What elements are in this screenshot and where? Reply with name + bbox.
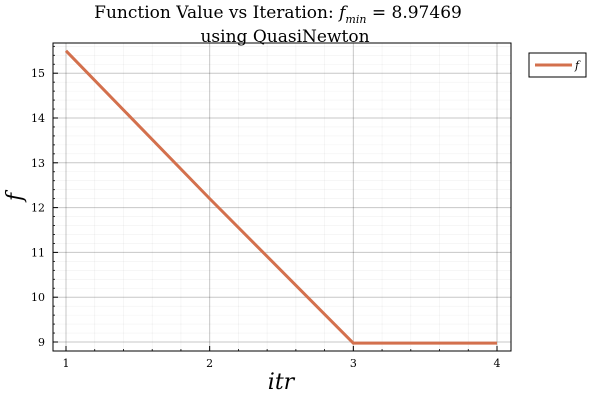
y-tick-label: 10 [31,291,45,304]
x-tick-label: 4 [494,357,501,370]
legend: f [528,52,587,78]
chart-title-prefix: Function Value vs Iteration: [94,3,339,23]
y-tick-label: 9 [38,336,45,349]
series-line-f [64,49,497,345]
y-tick-label: 15 [31,67,45,80]
y-tick-label: 14 [31,112,45,125]
x-axis-tick-labels: 1 2 3 4 [63,357,501,370]
chart-title-subscript: min [345,13,366,26]
chart-title: Function Value vs Iteration: fmin = 8.97… [94,3,462,26]
x-axis-label: itr [268,370,296,395]
y-axis-ticks [53,45,58,352]
chart-title-symbol: f [337,3,348,23]
y-axis-label: f [3,189,28,203]
x-tick-label: 2 [206,357,213,370]
x-tick-label: 3 [350,357,357,370]
chart-title-suffix: = 8.97469 [366,3,461,23]
y-tick-label: 13 [31,157,45,170]
x-tick-label: 1 [63,357,70,370]
plot-frame [52,42,512,352]
y-tick-label: 11 [31,246,45,259]
y-tick-label: 12 [31,202,45,215]
series-lines [64,49,497,345]
y-axis-tick-labels: 9 10 11 12 13 14 15 [31,67,45,349]
major-gridlines [53,43,511,351]
minor-gridlines [53,43,511,352]
legend-entry-label: f [574,59,581,72]
x-axis-ticks [65,346,498,351]
chart-subtitle: using QuasiNewton [200,27,369,47]
